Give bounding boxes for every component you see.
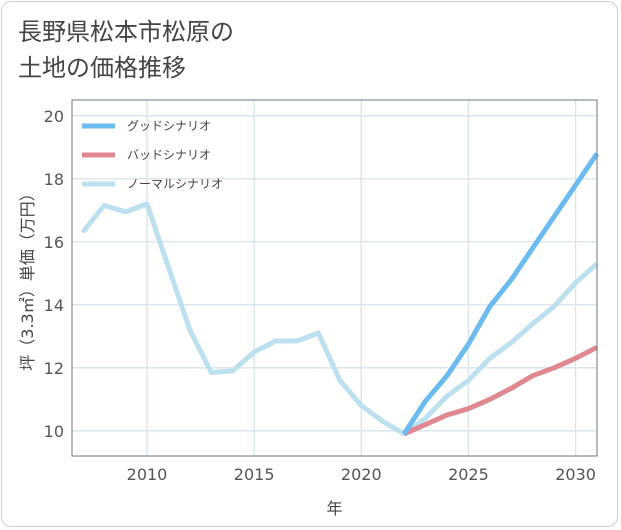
axis-ticks: 2010 2015 2020 2025 2030 10 12 14 16 18 20 [44, 107, 596, 484]
plot-frame [71, 99, 598, 457]
series-line-good-scenario [402, 152, 600, 436]
series-line-normal-scenario [80, 201, 599, 437]
legend-label-normal-scenario: ノーマルシナリオ [127, 177, 223, 191]
chart-title-line2: 土地の価格推移 [18, 54, 186, 82]
y-tick-label-14: 14 [44, 296, 64, 315]
x-tick-label-2030: 2030 [555, 465, 596, 484]
x-tick-label-2015: 2015 [234, 465, 275, 484]
y-tick-label-18: 18 [44, 170, 64, 189]
chart-title: 長野県松本市松原の 土地の価格推移 [18, 14, 234, 86]
chart-title-line1: 長野県松本市松原の [18, 18, 234, 46]
x-axis-title: 年 [326, 499, 342, 518]
series-lines [80, 152, 600, 437]
legend-label-good-scenario: グッドシナリオ [127, 119, 211, 133]
y-tick-label-20: 20 [44, 107, 64, 126]
x-tick-label-2025: 2025 [448, 465, 489, 484]
legend-label-bad-scenario: バッドシナリオ [127, 148, 211, 162]
y-tick-label-10: 10 [44, 422, 64, 441]
series-line-bad-scenario [403, 345, 599, 437]
x-tick-label-2020: 2020 [341, 465, 382, 484]
y-axis-title: 坪（3.3㎡）単価（万円） [18, 185, 37, 370]
grid-lines [72, 100, 597, 456]
y-tick-label-12: 12 [44, 359, 64, 378]
y-tick-label-16: 16 [44, 233, 64, 252]
x-tick-label-2010: 2010 [127, 465, 168, 484]
